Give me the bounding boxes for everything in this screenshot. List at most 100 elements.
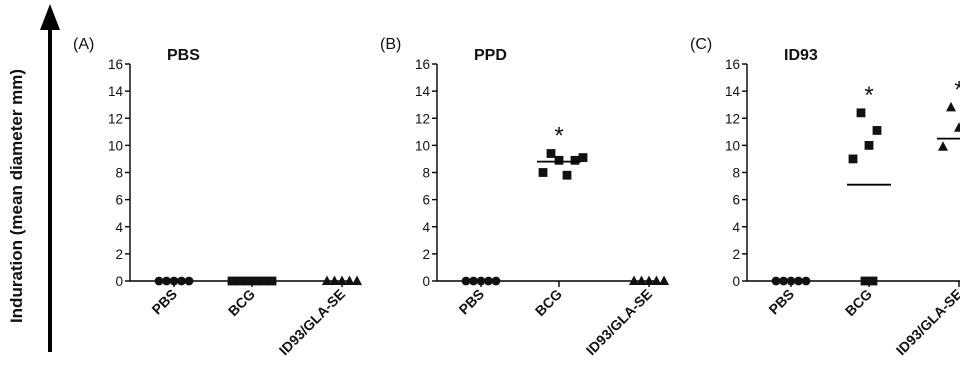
x-tick-label: BCG — [532, 286, 565, 319]
data-point-bcg — [860, 276, 870, 286]
y-tick-label: 14 — [725, 84, 741, 99]
data-point-pbs — [484, 276, 493, 286]
panel-pbs: (A) PBS 0 2 4 6 8 10 12 14 16 PBS BCG ID93/GLA-SE — [73, 36, 362, 358]
panel-id93: (C) ID93 0 2 4 6 8 10 12 14 16 PBS BCG ID93/GLA-SE * * — [690, 36, 960, 358]
y-tick-label: 16 — [415, 57, 430, 72]
data-point-id93-gla-se — [636, 275, 647, 285]
data-point-bcg — [235, 276, 245, 286]
x-tick-label: PBS — [455, 286, 487, 318]
data-point-bcg — [251, 276, 261, 286]
y-axis-arrow — [40, 4, 60, 352]
data-point-bcg — [243, 276, 253, 286]
panel-title: PPD — [474, 47, 507, 64]
y-tick-label: 0 — [732, 274, 740, 289]
data-point-bcg — [554, 155, 564, 165]
data-point-bcg — [578, 153, 588, 162]
y-tick-label: 16 — [108, 57, 123, 72]
significance-star: * — [554, 123, 563, 150]
y-tick-label: 10 — [725, 138, 740, 153]
x-tick-label: ID93/GLA-SE — [583, 286, 655, 358]
y-tick-label: 8 — [422, 166, 430, 181]
data-point-bcg — [227, 276, 237, 286]
panel-label: (B) — [380, 36, 401, 53]
data-point-id93-gla-se — [629, 275, 639, 285]
significance-star: * — [864, 82, 873, 109]
y-tick-label: 0 — [115, 274, 123, 289]
data-point-id93-gla-se — [352, 275, 362, 285]
data-point-pbs — [461, 276, 471, 286]
x-tick-label: BCG — [225, 286, 258, 319]
data-point-id93-gla-se — [938, 141, 948, 151]
y-tick-label: 4 — [422, 220, 430, 235]
data-point-id93-gla-se — [322, 275, 332, 285]
panel-title: PBS — [167, 47, 200, 64]
y-arrow-head — [40, 4, 60, 30]
y-tick-label: 4 — [115, 220, 123, 235]
data-point-id93-gla-se — [344, 275, 355, 285]
data-point-bcg — [267, 276, 277, 286]
data-point-pbs — [169, 276, 179, 286]
data-point-id93-gla-se — [659, 275, 669, 285]
y-tick-label: 8 — [115, 166, 123, 181]
y-tick-label: 6 — [732, 193, 740, 208]
data-point-id93-gla-se — [329, 275, 340, 285]
data-point-pbs — [794, 276, 803, 286]
y-tick-label: 10 — [415, 138, 430, 153]
data-point-bcg — [864, 140, 874, 150]
y-tick-label: 6 — [115, 193, 123, 208]
data-point-bcg — [259, 276, 269, 286]
y-tick-label: 2 — [422, 247, 430, 262]
y-tick-label: 8 — [732, 166, 740, 181]
panel-ppd: (B) PPD 0 2 4 6 8 10 12 14 16 PBS BCG ID93/GLA-SE * — [380, 36, 669, 358]
y-tick-label: 12 — [108, 111, 123, 126]
data-point-pbs — [469, 276, 478, 286]
data-point-bcg — [848, 154, 858, 164]
y-tick-label: 14 — [415, 84, 431, 99]
y-tick-label: 12 — [725, 111, 740, 126]
y-tick-label: 0 — [422, 274, 430, 289]
y-tick-label: 2 — [115, 247, 123, 262]
x-tick-label: PBS — [148, 286, 180, 318]
data-point-bcg — [868, 276, 878, 286]
y-tick-label: 2 — [732, 247, 740, 262]
y-tick-label: 14 — [108, 84, 124, 99]
y-tick-label: 10 — [108, 138, 123, 153]
data-point-bcg — [872, 126, 882, 135]
panels: (A) PBS 0 2 4 6 8 10 12 14 16 PBS BCG ID93/GLA-SE (B) P… — [73, 36, 960, 358]
x-tick-label: BCG — [842, 286, 875, 319]
y-tick-label: 4 — [732, 220, 740, 235]
data-point-pbs — [476, 276, 486, 286]
data-point-pbs — [779, 276, 788, 286]
data-point-bcg — [570, 155, 580, 165]
data-point-id93-gla-se — [337, 275, 347, 285]
data-point-pbs — [786, 276, 796, 286]
data-point-bcg — [562, 170, 572, 180]
y-axis-label: Induration (mean diameter mm) — [7, 69, 26, 323]
data-point-id93-gla-se — [954, 122, 960, 132]
panel-label: (C) — [690, 36, 712, 53]
x-tick-label: ID93/GLA-SE — [276, 286, 348, 358]
data-point-pbs — [771, 276, 781, 286]
y-tick-label: 16 — [725, 57, 740, 72]
panel-title: ID93 — [784, 47, 818, 64]
significance-star: * — [954, 76, 960, 103]
data-point-id93-gla-se — [651, 275, 662, 285]
data-point-pbs — [154, 276, 164, 286]
data-point-bcg — [856, 108, 866, 118]
data-point-bcg — [546, 149, 556, 158]
data-point-pbs — [162, 276, 171, 286]
y-tick-label: 12 — [415, 111, 430, 126]
x-tick-label: ID93/GLA-SE — [893, 286, 960, 358]
data-point-id93-gla-se — [946, 101, 956, 112]
data-point-pbs — [184, 276, 194, 286]
y-tick-label: 6 — [422, 193, 430, 208]
panel-label: (A) — [73, 36, 94, 53]
data-point-pbs — [801, 276, 811, 286]
data-point-pbs — [491, 276, 501, 286]
data-point-id93-gla-se — [644, 275, 654, 285]
data-point-bcg — [538, 168, 548, 177]
x-tick-label: PBS — [765, 286, 797, 318]
data-point-pbs — [177, 276, 186, 286]
